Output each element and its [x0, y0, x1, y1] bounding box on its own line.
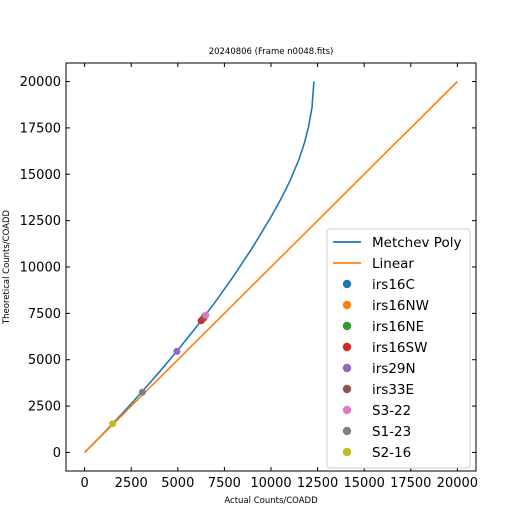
y-tick-label: 0 — [53, 446, 61, 461]
legend-entry-label: irs16C — [372, 277, 415, 293]
legend-swatch-point — [342, 426, 352, 436]
y-tick-label: 20000 — [20, 75, 61, 90]
legend-entry-label: Linear — [372, 256, 414, 272]
legend-entry-label: irs16SW — [372, 340, 427, 356]
x-tick-label: 2500 — [115, 476, 148, 491]
series-line-2 — [84, 80, 458, 454]
legend-entry-label: irs16NE — [372, 319, 424, 335]
legend-entry-label: irs29N — [372, 361, 416, 377]
x-tick-label: 5000 — [161, 476, 194, 491]
chart-title: 20240806 (Frame n0048.fits) — [209, 47, 334, 57]
y-tick-label: 15000 — [20, 168, 61, 183]
y-tick-label: 17500 — [20, 121, 61, 136]
y-tick-label: 12500 — [20, 214, 61, 229]
data-point-9 — [109, 420, 117, 428]
legend-entry-label: Metchev Poly — [372, 235, 461, 251]
x-tick-label: 15000 — [344, 476, 385, 491]
legend-box — [326, 228, 471, 469]
y-tick-label: 2500 — [28, 400, 61, 415]
legend-swatch-point — [342, 342, 352, 352]
y-tick-label: 7500 — [28, 307, 61, 322]
x-tick-label: 10000 — [250, 476, 291, 491]
x-axis: 0 2500 5000 7500 10000 12500 15000 17500 20000 — [80, 63, 478, 491]
y-axis: 0 2500 5000 7500 10000 12500 15000 17500 20000 — [20, 75, 476, 461]
legend-swatch-point — [342, 405, 352, 415]
x-tick-label: 20000 — [437, 476, 478, 491]
legend-entry-label: S2-16 — [372, 445, 411, 461]
y-axis-label: Theoretical Counts/COADD — [2, 209, 12, 325]
legend-entry-label: irs16NW — [372, 298, 429, 314]
data-point-5 — [173, 347, 181, 355]
y-tick-label: 5000 — [28, 353, 61, 368]
data-point-8 — [138, 388, 146, 396]
y-tick-label: 10000 — [20, 261, 61, 276]
legend: Metchev Poly Linear irs16C irs16NW irs16NE ir… — [326, 228, 471, 469]
x-tick-label: 17500 — [390, 476, 431, 491]
x-axis-label: Actual Counts/COADD — [224, 496, 318, 506]
legend-entry-label: S3-22 — [372, 403, 411, 419]
x-tick-label: 0 — [80, 476, 88, 491]
plot-area — [84, 80, 458, 454]
x-tick-label: 12500 — [297, 476, 338, 491]
legend-swatch-point — [342, 321, 352, 331]
legend-entry-label: irs33E — [372, 382, 414, 398]
data-point-7 — [202, 311, 210, 319]
legend-swatch-point — [342, 363, 352, 373]
series-line-1 — [84, 81, 315, 454]
x-tick-label: 7500 — [208, 476, 241, 491]
legend-swatch-point — [342, 300, 352, 310]
legend-swatch-point — [342, 384, 352, 394]
legend-swatch-point — [342, 447, 352, 457]
legend-entry-label: S1-23 — [372, 424, 411, 440]
legend-swatch-point — [342, 279, 352, 289]
